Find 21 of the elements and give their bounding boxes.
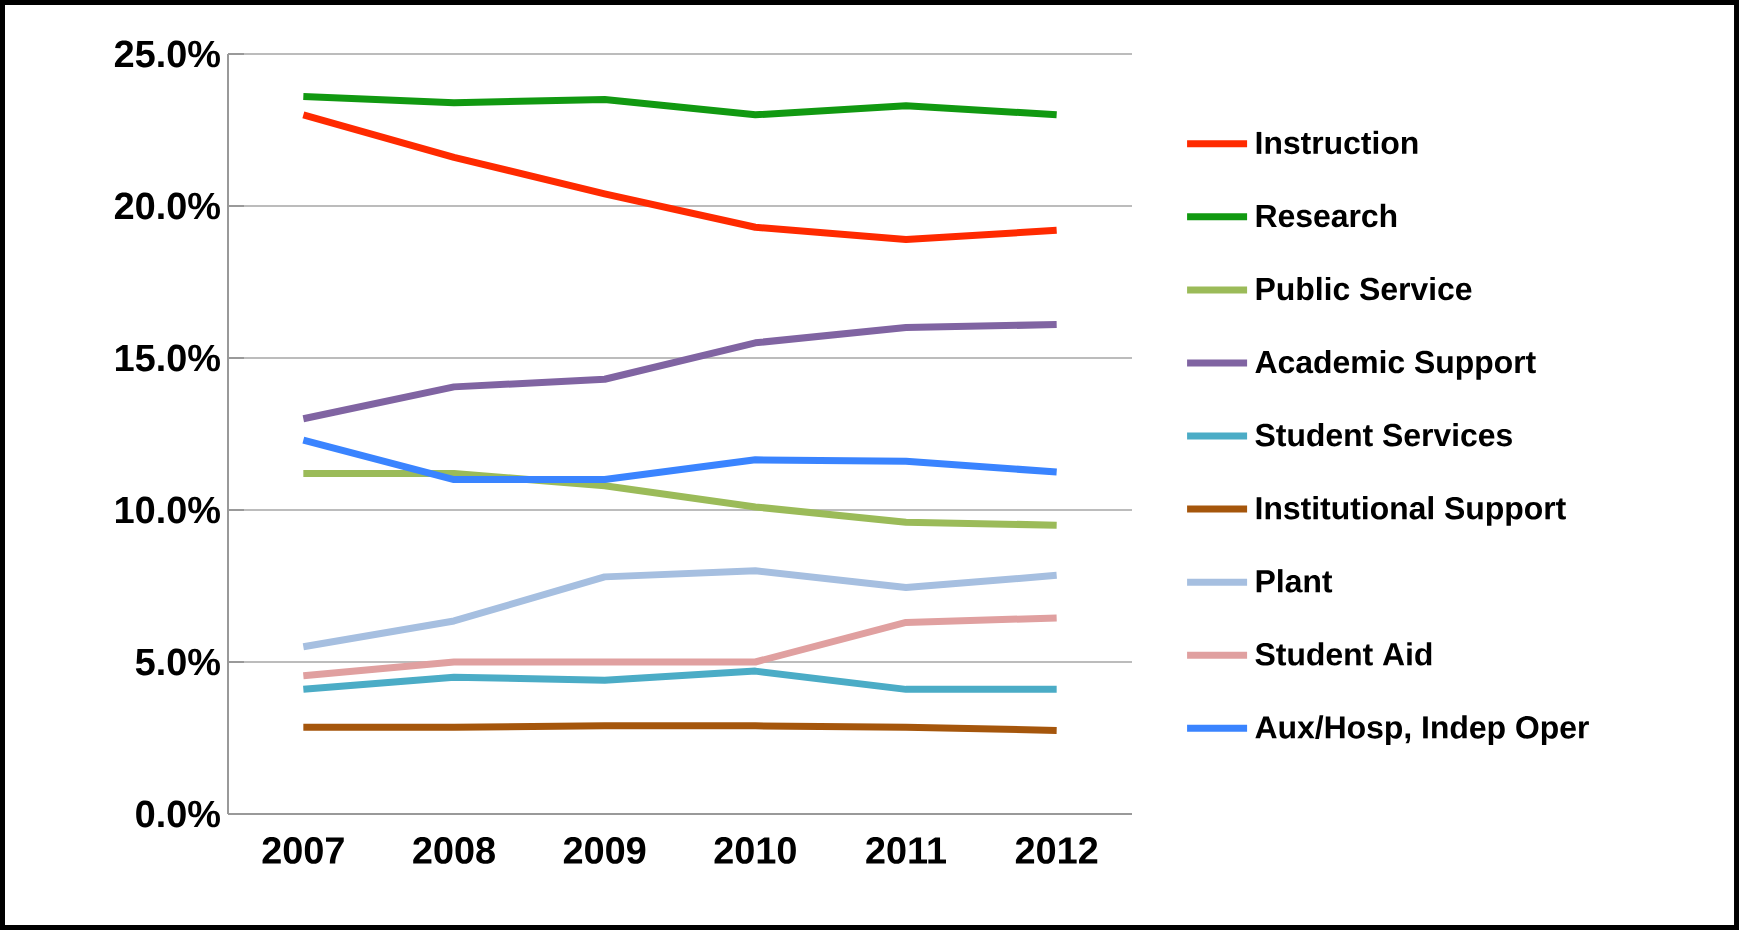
x-tick-label: 2012: [1015, 837, 1098, 864]
x-tick-label: 2011: [866, 837, 946, 864]
y-tick-label: 5.0%: [135, 648, 220, 676]
legend-label: Student Aid: [1255, 642, 1432, 666]
y-tick-label: 20.0%: [114, 192, 220, 220]
legend-label: Plant: [1256, 569, 1333, 593]
y-tick-label: 25.0%: [114, 40, 220, 68]
y-tick-label: 15.0%: [115, 344, 220, 372]
legend-label: Aux/Hosp, Indep Oper: [1255, 715, 1589, 745]
x-tick-label: 2008: [413, 837, 495, 864]
x-tick-label: 2010: [714, 837, 796, 864]
legend-label: Public Service: [1256, 276, 1472, 301]
y-tick-label: 0.0%: [136, 800, 220, 828]
legend-label: Instruction: [1256, 130, 1418, 155]
y-tick-label: 10.0%: [115, 496, 220, 524]
legend-label: Student Services: [1255, 423, 1512, 447]
x-tick-label: 2009: [563, 837, 646, 864]
x-tick-label: 2007: [262, 837, 344, 864]
legend-label: Institutional Support: [1256, 496, 1566, 526]
legend-label: Research: [1256, 203, 1397, 228]
legend-label: Academic Support: [1255, 349, 1536, 380]
